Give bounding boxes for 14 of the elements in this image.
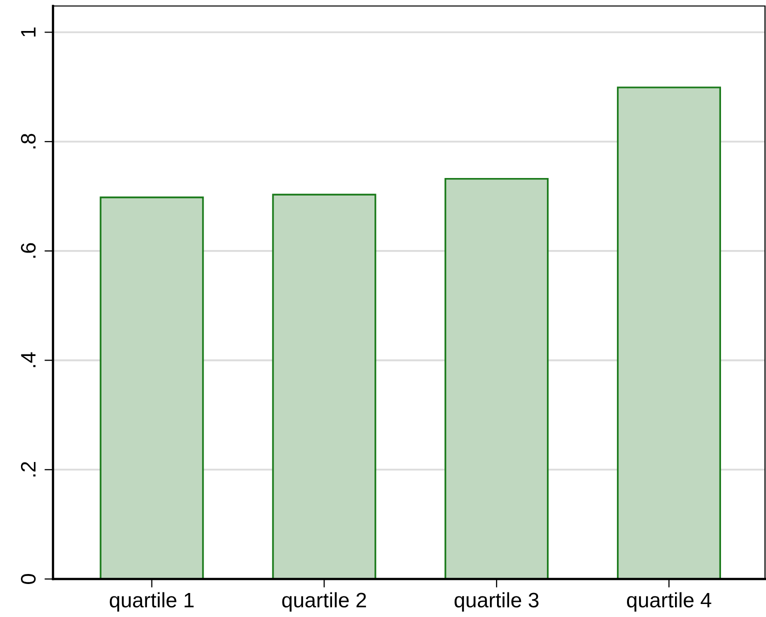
- y-tick-label: .4: [21, 352, 36, 368]
- y-tick-label: .2: [20, 462, 36, 476]
- x-tick-label: quartile 3: [454, 592, 539, 612]
- y-tick-label: .6: [20, 243, 36, 258]
- y-tick-label: 0: [20, 574, 36, 584]
- bar: [444, 178, 549, 579]
- bar: [272, 194, 376, 579]
- y-tick-label: 1: [21, 27, 36, 36]
- x-tick-label: quartile 4: [627, 592, 712, 612]
- bar: [100, 196, 204, 579]
- x-tick-label: quartile 1: [110, 592, 194, 612]
- bar: [616, 86, 722, 579]
- y-tick-label: .8: [20, 134, 36, 148]
- x-tick-label: quartile 2: [282, 592, 366, 612]
